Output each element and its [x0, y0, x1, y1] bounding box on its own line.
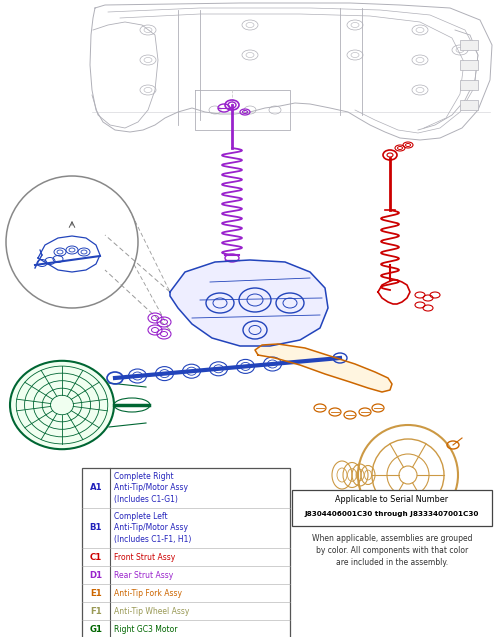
- Bar: [460, 40, 478, 50]
- Bar: [82, 468, 290, 508]
- Bar: [82, 508, 290, 548]
- Bar: [82, 566, 290, 584]
- Text: G1: G1: [90, 624, 102, 634]
- Text: C1: C1: [90, 552, 102, 561]
- Bar: [292, 490, 492, 526]
- Bar: [82, 548, 290, 566]
- Text: Complete Left
Anti-Tip/Motor Assy
(Includes C1-F1, H1): Complete Left Anti-Tip/Motor Assy (Inclu…: [114, 512, 192, 543]
- Text: Complete Right
Anti-Tip/Motor Assy
(Includes C1-G1): Complete Right Anti-Tip/Motor Assy (Incl…: [114, 473, 188, 504]
- Text: E1: E1: [90, 589, 102, 598]
- Text: When applicable, assemblies are grouped
by color. All components with that color: When applicable, assemblies are grouped …: [312, 534, 472, 566]
- Ellipse shape: [10, 361, 114, 449]
- Text: Right GC3 Motor: Right GC3 Motor: [114, 624, 178, 634]
- Text: Applicable to Serial Number: Applicable to Serial Number: [336, 496, 448, 505]
- Text: J8304406001C30 through J8333407001C30: J8304406001C30 through J8333407001C30: [305, 511, 479, 517]
- Text: Anti-Tip Fork Assy: Anti-Tip Fork Assy: [114, 589, 182, 598]
- Text: B1: B1: [90, 524, 102, 533]
- Bar: [460, 100, 478, 110]
- Bar: [460, 60, 478, 70]
- Polygon shape: [255, 344, 392, 392]
- Bar: [82, 584, 290, 602]
- Bar: [82, 602, 290, 620]
- Bar: [82, 620, 290, 637]
- Text: F1: F1: [90, 606, 102, 615]
- Text: D1: D1: [90, 571, 102, 580]
- Text: A1: A1: [90, 483, 102, 492]
- Text: Front Strut Assy: Front Strut Assy: [114, 552, 176, 561]
- Polygon shape: [170, 260, 328, 346]
- Bar: [82, 468, 290, 637]
- Text: Anti-Tip Wheel Assy: Anti-Tip Wheel Assy: [114, 606, 190, 615]
- Text: Rear Strut Assy: Rear Strut Assy: [114, 571, 174, 580]
- Bar: [460, 80, 478, 90]
